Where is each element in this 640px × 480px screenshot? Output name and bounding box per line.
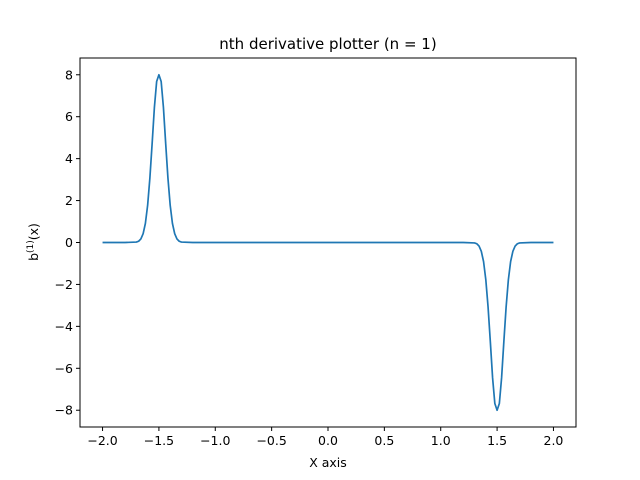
series-line-0 — [102, 73, 554, 412]
y-tick-label: 0 — [65, 235, 73, 250]
y-tick-label: −2 — [55, 277, 73, 292]
y-axis-label-suffix: (x) — [26, 223, 41, 240]
y-axis-ticks: −8 −6 −4 −2 0 2 4 6 8 — [55, 67, 80, 418]
x-tick-label: 0.5 — [374, 433, 394, 448]
x-tick-label: −2.0 — [87, 433, 117, 448]
x-tick-label: −1.0 — [200, 433, 230, 448]
plot-area — [102, 73, 554, 412]
y-tick-label: 4 — [65, 151, 73, 166]
x-tick-label: −1.5 — [144, 433, 174, 448]
y-tick-label: 6 — [65, 109, 73, 124]
y-axis-label-superscript: (1) — [26, 240, 36, 253]
x-tick-label: 0.0 — [318, 433, 338, 448]
y-tick-label: −6 — [55, 361, 73, 376]
y-axis-label: b(1)(x) — [26, 223, 41, 261]
y-tick-label: 2 — [65, 193, 73, 208]
y-tick-label: −8 — [55, 403, 73, 418]
x-tick-label: 1.5 — [487, 433, 507, 448]
y-tick-label: −4 — [55, 319, 73, 334]
x-tick-label: −0.5 — [256, 433, 286, 448]
x-tick-label: 2.0 — [544, 433, 564, 448]
x-axis-ticks: −2.0 −1.5 −1.0 −0.5 0.0 0.5 1.0 1.5 2.0 — [87, 427, 563, 448]
x-tick-label: 1.0 — [431, 433, 451, 448]
x-axis-label: X axis — [309, 455, 347, 470]
chart-title: nth derivative plotter (n = 1) — [219, 35, 436, 53]
y-tick-label: 8 — [65, 67, 73, 82]
y-axis-label-base: b — [26, 253, 41, 261]
